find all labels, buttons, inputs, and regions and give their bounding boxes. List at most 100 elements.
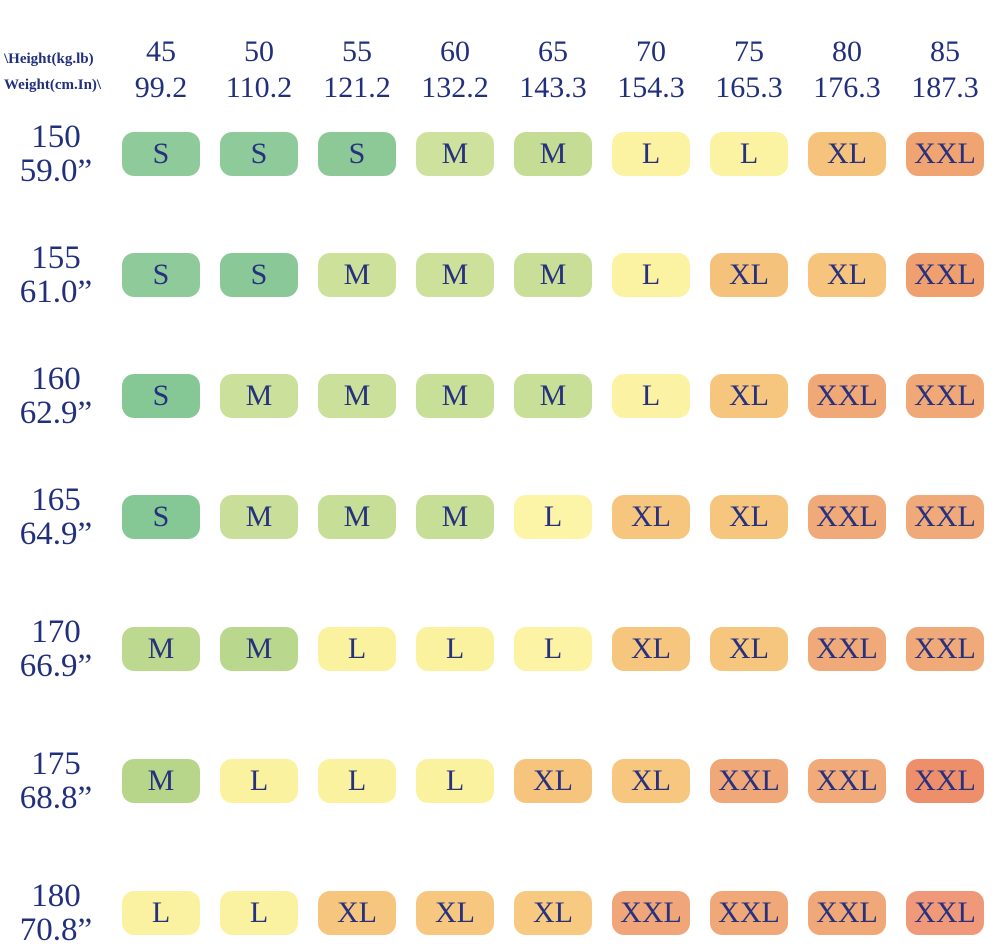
- size-cell: XL: [808, 253, 886, 297]
- size-cell: XXL: [906, 374, 984, 418]
- cell-slot: L: [602, 253, 700, 297]
- cell-slot: M: [406, 374, 504, 418]
- cell-slot: XL: [406, 891, 504, 935]
- row-height-in: 64.9”: [19, 516, 93, 552]
- cell-slot: M: [504, 253, 602, 297]
- column-weight-kg: 75: [734, 35, 764, 68]
- size-cell: XXL: [906, 891, 984, 935]
- size-cell: XL: [514, 891, 592, 935]
- cell-slot: S: [112, 495, 210, 539]
- cell-slot: XXL: [700, 759, 798, 803]
- size-cell: L: [514, 495, 592, 539]
- cell-slot: L: [406, 759, 504, 803]
- column-weight-lb: 143.3: [519, 71, 587, 104]
- cell-slot: M: [308, 374, 406, 418]
- row-height-cm: 175: [31, 746, 81, 782]
- cell-slot: XXL: [602, 891, 700, 935]
- row-header: 175 68.8”: [0, 747, 112, 815]
- cell-slot: M: [112, 759, 210, 803]
- size-cell: XXL: [906, 495, 984, 539]
- column-header: 50 110.2: [210, 34, 308, 106]
- cell-slot: L: [112, 891, 210, 935]
- column-header: 45 99.2: [112, 34, 210, 106]
- cell-slot: L: [406, 627, 504, 671]
- size-cell: XXL: [906, 132, 984, 176]
- cell-slot: XL: [504, 759, 602, 803]
- size-cell: XL: [808, 132, 886, 176]
- size-cell: XL: [612, 627, 690, 671]
- row-height-cm: 160: [31, 361, 81, 397]
- size-cell: XL: [710, 495, 788, 539]
- table-row: 170 66.9” M M L L L XL XL XXL XXL: [0, 615, 1000, 683]
- size-cell: XL: [416, 891, 494, 935]
- row-header: 170 66.9”: [0, 615, 112, 683]
- size-cell: XXL: [906, 253, 984, 297]
- size-cell: XL: [514, 759, 592, 803]
- row-height-in: 61.0”: [19, 274, 93, 310]
- size-cell: XL: [710, 253, 788, 297]
- cell-slot: S: [308, 132, 406, 176]
- cell-slot: S: [112, 253, 210, 297]
- size-cell: XXL: [808, 495, 886, 539]
- row-header: 180 70.8”: [0, 879, 112, 947]
- size-cell: M: [416, 132, 494, 176]
- size-cell: L: [220, 891, 298, 935]
- table-row: 175 68.8” M L L L XL XL XXL XXL XXL: [0, 747, 1000, 815]
- cell-slot: XXL: [798, 627, 896, 671]
- cell-slot: M: [504, 374, 602, 418]
- size-cell: M: [416, 253, 494, 297]
- column-header: 70 154.3: [602, 34, 700, 106]
- cell-slot: XL: [308, 891, 406, 935]
- size-cell: XXL: [808, 627, 886, 671]
- cell-slot: XXL: [896, 759, 994, 803]
- cell-slot: S: [112, 374, 210, 418]
- cell-slot: XL: [700, 627, 798, 671]
- cell-slot: XL: [700, 374, 798, 418]
- size-cell: XXL: [906, 627, 984, 671]
- header-row: \Height(kg.lb) Weight(cm.In)\ 45 99.2 50 11…: [0, 0, 1000, 106]
- cell-slot: L: [700, 132, 798, 176]
- size-cell: L: [612, 374, 690, 418]
- cell-slot: M: [210, 627, 308, 671]
- row-height-cm: 170: [31, 614, 81, 650]
- axis-corner-label: \Height(kg.lb) Weight(cm.In)\: [0, 34, 112, 98]
- cell-slot: XXL: [798, 891, 896, 935]
- table-row: 160 62.9” S M M M M L XL XXL XXL: [0, 362, 1000, 430]
- cell-slot: M: [112, 627, 210, 671]
- size-cell: XL: [710, 374, 788, 418]
- column-weight-lb: 165.3: [715, 71, 783, 104]
- cell-slot: XXL: [798, 495, 896, 539]
- size-cell: L: [122, 891, 200, 935]
- size-cell: L: [318, 627, 396, 671]
- size-cell: XXL: [906, 759, 984, 803]
- cell-slot: XXL: [896, 132, 994, 176]
- cell-slot: XXL: [798, 374, 896, 418]
- cell-slot: XL: [504, 891, 602, 935]
- table-row: 150 59.0” S S S M M L L XL XXL: [0, 120, 1000, 188]
- row-height-in: 59.0”: [19, 153, 93, 189]
- table-row: 180 70.8” L L XL XL XL XXL XXL XXL XXL: [0, 879, 1000, 947]
- column-header: 75 165.3: [700, 34, 798, 106]
- table-row: 165 64.9” S M M M L XL XL XXL XXL: [0, 483, 1000, 551]
- column-weight-lb: 132.2: [421, 71, 489, 104]
- size-cell: L: [612, 253, 690, 297]
- size-cell: S: [220, 132, 298, 176]
- cell-slot: L: [308, 759, 406, 803]
- row-height-cm: 150: [31, 119, 81, 155]
- column-weight-kg: 45: [146, 35, 176, 68]
- column-weight-lb: 176.3: [813, 71, 881, 104]
- cell-slot: M: [406, 253, 504, 297]
- size-cell: L: [514, 627, 592, 671]
- column-header: 65 143.3: [504, 34, 602, 106]
- size-cell: S: [220, 253, 298, 297]
- size-cell: S: [122, 132, 200, 176]
- cell-slot: XXL: [896, 891, 994, 935]
- size-cell: M: [220, 374, 298, 418]
- size-cell: L: [416, 627, 494, 671]
- size-cell: L: [318, 759, 396, 803]
- row-header: 155 61.0”: [0, 241, 112, 309]
- size-cell: M: [514, 374, 592, 418]
- cell-slot: M: [308, 253, 406, 297]
- cell-slot: XL: [602, 627, 700, 671]
